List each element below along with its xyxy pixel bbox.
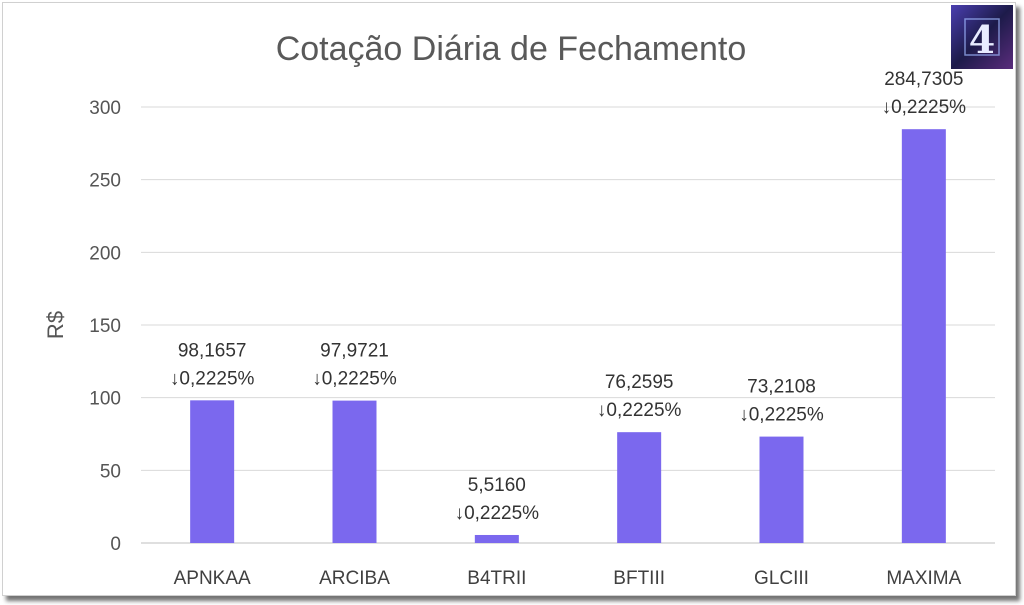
value-label: 5,5160 xyxy=(468,475,526,496)
chart-title: Cotação Diária de Fechamento xyxy=(276,30,747,68)
bar xyxy=(474,534,519,543)
change-label: ↓0,2225% xyxy=(739,405,824,426)
value-label: 76,2595 xyxy=(605,372,674,393)
x-tick-labels: APNKAA ARCIBA B4TRII BFTIII GLCIII MAXIMA xyxy=(174,568,962,589)
logo-text: 4 xyxy=(969,17,995,62)
y-axis-title: R$ xyxy=(43,311,68,339)
x-tick-label: GLCIII xyxy=(754,568,809,589)
bar xyxy=(332,400,377,543)
logo-background xyxy=(951,5,1013,69)
x-tick-label: BFTIII xyxy=(613,568,665,589)
chart-frame: Cotação Diária de Fechamento R$ 0 50 100 15… xyxy=(2,2,1016,596)
x-tick-label: ARCIBA xyxy=(319,568,390,589)
change-label: ↓0,2225% xyxy=(455,503,540,524)
gridlines xyxy=(141,106,995,544)
value-label: 98,1657 xyxy=(178,340,247,361)
change-label: ↓0,2225% xyxy=(170,368,255,389)
x-tick-label: MAXIMA xyxy=(886,568,961,589)
bar xyxy=(759,436,804,543)
change-label: ↓0,2225% xyxy=(882,97,967,118)
bar xyxy=(190,400,235,543)
x-tick-label: APNKAA xyxy=(174,568,251,589)
cube-four-logo: 4 xyxy=(951,5,1013,69)
y-tick-labels: 0 50 100 150 200 250 300 xyxy=(89,98,121,555)
value-label: 284,7305 xyxy=(884,69,963,90)
y-tick-label: 100 xyxy=(89,389,121,410)
bar-chart: Cotação Diária de Fechamento R$ 0 50 100 15… xyxy=(43,5,1013,589)
change-label: ↓0,2225% xyxy=(312,369,397,390)
change-label: ↓0,2225% xyxy=(597,400,682,421)
bar xyxy=(901,129,946,543)
y-tick-label: 0 xyxy=(110,534,121,555)
y-tick-label: 150 xyxy=(89,316,121,337)
y-tick-label: 300 xyxy=(89,98,121,119)
y-tick-label: 250 xyxy=(89,171,121,192)
value-label: 73,2108 xyxy=(747,377,816,398)
value-label: 97,9721 xyxy=(320,341,389,362)
bars xyxy=(190,129,946,543)
y-tick-label: 200 xyxy=(89,243,121,264)
logo-cube-outline xyxy=(964,18,1000,56)
x-tick-label: B4TRII xyxy=(467,568,526,589)
y-tick-label: 50 xyxy=(100,461,121,482)
bar xyxy=(617,432,662,543)
data-labels: 98,1657 ↓0,2225% 97,9721 ↓0,2225% 5,5160 ↓0,2… xyxy=(170,69,966,524)
